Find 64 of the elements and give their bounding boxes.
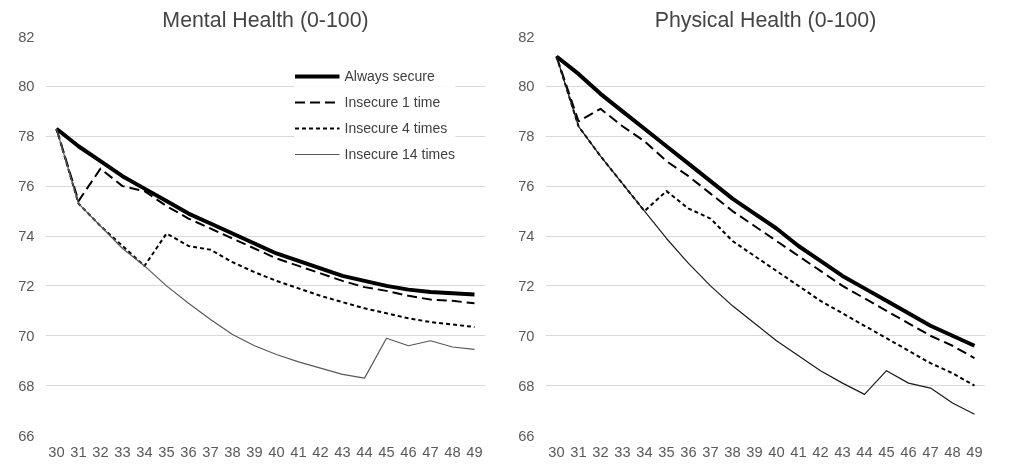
x-tick-label: 30 [548, 443, 565, 460]
x-tick-label: 33 [114, 443, 131, 460]
y-tick-label: 66 [518, 427, 535, 444]
chart-title: Physical Health (0-100) [654, 7, 877, 32]
x-tick-label: 48 [944, 443, 961, 460]
y-tick-label: 80 [18, 78, 35, 95]
y-tick-label: 70 [18, 327, 35, 344]
x-tick-label: 35 [658, 443, 675, 460]
y-tick-label: 76 [18, 178, 35, 195]
y-tick-label: 70 [518, 327, 535, 344]
x-tick-label: 36 [180, 443, 197, 460]
x-tick-label: 47 [922, 443, 939, 460]
x-tick-label: 49 [966, 443, 983, 460]
x-tick-label: 43 [334, 443, 351, 460]
legend-label: Insecure 1 time [344, 94, 441, 110]
y-tick-label: 72 [18, 277, 35, 294]
x-tick-label: 37 [702, 443, 719, 460]
legend-label: Always secure [344, 68, 435, 84]
y-tick-label: 78 [518, 128, 535, 145]
x-tick-label: 49 [466, 443, 483, 460]
x-tick-label: 48 [444, 443, 461, 460]
y-tick-label: 82 [518, 28, 535, 45]
y-tick-label: 68 [518, 377, 535, 394]
y-tick-label: 68 [18, 377, 35, 394]
y-tick-label: 78 [18, 128, 35, 145]
x-tick-label: 33 [614, 443, 631, 460]
x-tick-label: 41 [290, 443, 307, 460]
x-tick-label: 38 [224, 443, 241, 460]
x-tick-label: 46 [400, 443, 417, 460]
x-tick-label: 39 [246, 443, 263, 460]
x-tick-label: 45 [878, 443, 895, 460]
y-tick-label: 66 [18, 427, 35, 444]
x-tick-label: 47 [422, 443, 439, 460]
legend-label: Insecure 4 times [344, 120, 448, 136]
x-tick-label: 40 [768, 443, 785, 460]
x-tick-label: 32 [592, 443, 609, 460]
x-tick-label: 45 [378, 443, 395, 460]
x-tick-label: 34 [636, 443, 653, 460]
x-tick-label: 42 [812, 443, 829, 460]
y-tick-label: 80 [518, 78, 535, 95]
y-tick-label: 72 [518, 277, 535, 294]
y-tick-label: 74 [518, 228, 535, 244]
x-tick-label: 39 [746, 443, 763, 460]
x-tick-label: 46 [900, 443, 917, 460]
x-tick-label: 44 [356, 443, 373, 460]
y-tick-label: 76 [518, 178, 535, 195]
y-tick-label: 82 [18, 28, 35, 45]
x-tick-label: 31 [570, 443, 587, 460]
x-tick-label: 30 [48, 443, 65, 460]
x-tick-label: 31 [70, 443, 87, 460]
x-tick-label: 34 [136, 443, 153, 460]
x-tick-label: 40 [268, 443, 285, 460]
x-tick-label: 38 [724, 443, 741, 460]
x-tick-label: 32 [92, 443, 109, 460]
chart-title: Mental Health (0-100) [162, 7, 369, 32]
x-tick-label: 36 [680, 443, 697, 460]
x-tick-label: 35 [158, 443, 175, 460]
x-tick-label: 42 [312, 443, 329, 460]
x-tick-label: 41 [790, 443, 807, 460]
x-tick-label: 37 [202, 443, 219, 460]
legend-label: Insecure 14 times [344, 146, 455, 162]
y-tick-label: 74 [18, 228, 35, 244]
x-tick-label: 43 [834, 443, 851, 460]
x-tick-label: 44 [856, 443, 873, 460]
